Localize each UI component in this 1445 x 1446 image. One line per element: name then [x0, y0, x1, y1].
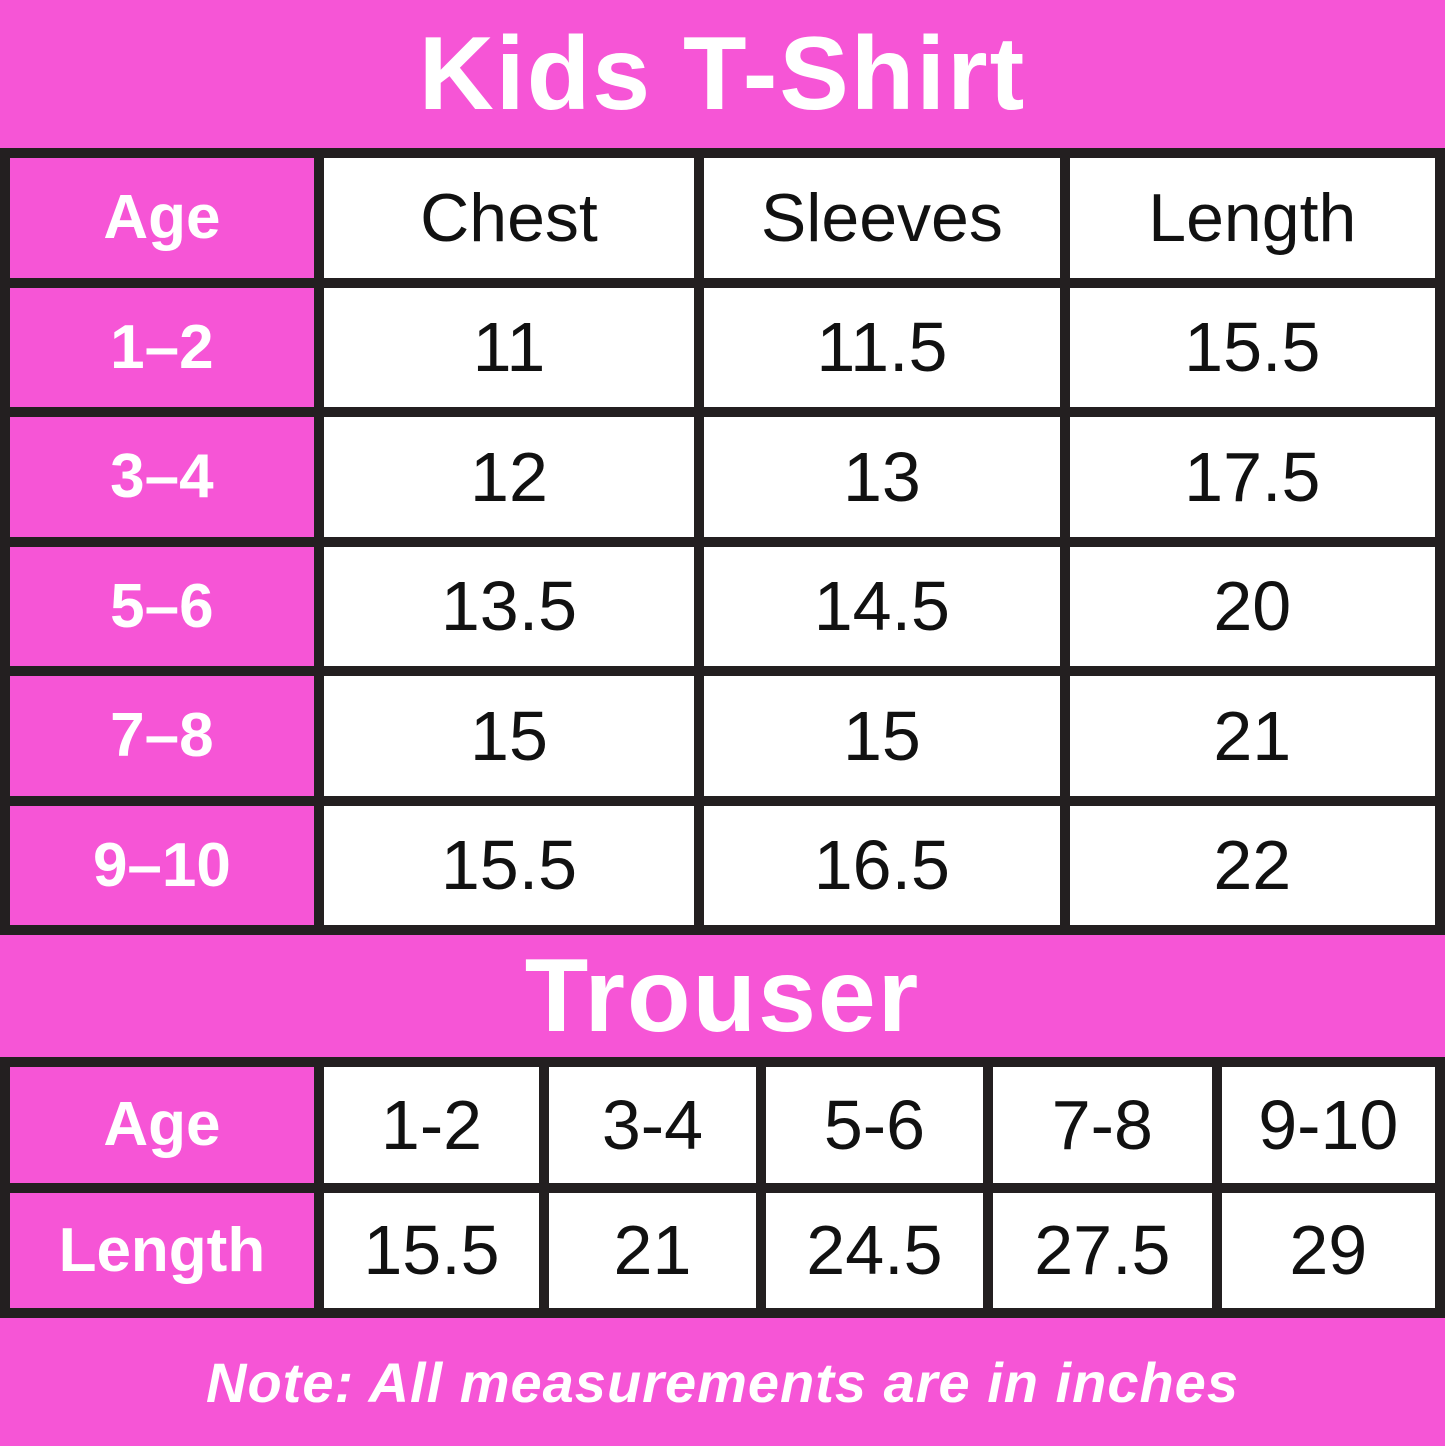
- trouser-age-cell: 7-8: [993, 1067, 1212, 1183]
- trouser-length-cell: 24.5: [765, 1192, 984, 1308]
- tshirt-header-length: Length: [1069, 158, 1435, 278]
- trouser-length-cell: 27.5: [993, 1192, 1212, 1308]
- tshirt-size-table: Age Chest Sleeves Length 1–2 11 11.5 15.…: [0, 148, 1445, 935]
- tshirt-cell-sleeves: 11.5: [704, 287, 1060, 407]
- tshirt-cell-chest: 12: [323, 417, 695, 537]
- trouser-header-length: Length: [10, 1192, 314, 1308]
- tshirt-header-age: Age: [10, 158, 314, 278]
- tshirt-row-age: 1–2: [10, 287, 314, 407]
- trouser-section-header: Trouser: [0, 935, 1445, 1057]
- tshirt-cell-chest: 15.5: [323, 805, 695, 925]
- tshirt-header-chest: Chest: [323, 158, 695, 278]
- tshirt-row-age: 7–8: [10, 676, 314, 796]
- tshirt-cell-length: 17.5: [1069, 417, 1435, 537]
- tshirt-header-sleeves: Sleeves: [704, 158, 1060, 278]
- tshirt-cell-chest: 11: [323, 287, 695, 407]
- trouser-header-age: Age: [10, 1067, 314, 1183]
- tshirt-row-age: 9–10: [10, 805, 314, 925]
- tshirt-row-age: 5–6: [10, 546, 314, 666]
- tshirt-cell-length: 22: [1069, 805, 1435, 925]
- tshirt-row-age: 3–4: [10, 417, 314, 537]
- tshirt-cell-sleeves: 16.5: [704, 805, 1060, 925]
- trouser-length-cell: 29: [1221, 1192, 1435, 1308]
- trouser-length-cell: 15.5: [323, 1192, 540, 1308]
- trouser-age-cell: 9-10: [1221, 1067, 1435, 1183]
- tshirt-section-header: Kids T-Shirt: [0, 0, 1445, 148]
- tshirt-cell-length: 20: [1069, 546, 1435, 666]
- trouser-size-table: Age 1-2 3-4 5-6 7-8 9-10 Length 15.5 21 …: [0, 1057, 1445, 1318]
- trouser-length-cell: 21: [549, 1192, 756, 1308]
- trouser-age-cell: 5-6: [765, 1067, 984, 1183]
- tshirt-cell-length: 21: [1069, 676, 1435, 796]
- tshirt-title: Kids T-Shirt: [418, 15, 1027, 132]
- tshirt-cell-sleeves: 13: [704, 417, 1060, 537]
- tshirt-cell-sleeves: 14.5: [704, 546, 1060, 666]
- tshirt-cell-chest: 15: [323, 676, 695, 796]
- tshirt-cell-sleeves: 15: [704, 676, 1060, 796]
- note-text: Note: All measurements are in inches: [206, 1350, 1239, 1414]
- measurement-note: Note: All measurements are in inches: [0, 1318, 1445, 1446]
- trouser-age-cell: 1-2: [323, 1067, 540, 1183]
- tshirt-cell-chest: 13.5: [323, 546, 695, 666]
- trouser-age-cell: 3-4: [549, 1067, 756, 1183]
- trouser-title: Trouser: [524, 937, 921, 1054]
- tshirt-cell-length: 15.5: [1069, 287, 1435, 407]
